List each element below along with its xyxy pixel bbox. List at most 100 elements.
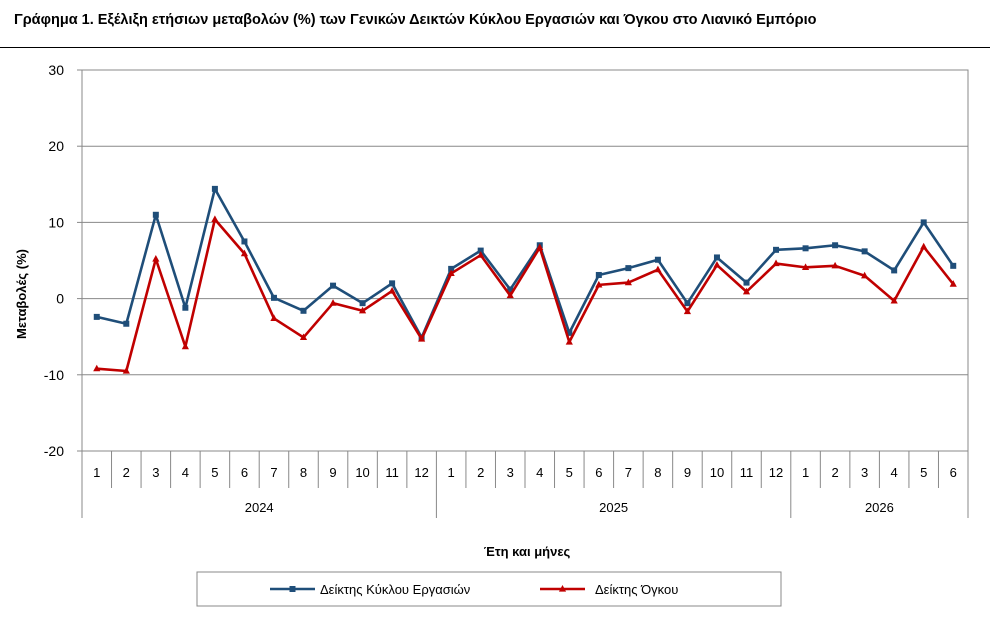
data-point	[329, 299, 337, 306]
data-point	[949, 280, 957, 287]
data-point	[182, 304, 189, 311]
data-point	[270, 294, 277, 301]
year-group-label: 2024	[245, 500, 274, 515]
x-tick-label: 1	[802, 465, 809, 480]
data-point	[122, 366, 130, 374]
legend-label: Δείκτης Όγκου	[595, 582, 678, 597]
data-point	[742, 287, 751, 295]
data-point	[477, 251, 485, 258]
data-point	[211, 185, 218, 192]
legend-entry-2: Δείκτης Όγκου	[540, 582, 678, 597]
data-point	[447, 269, 455, 277]
x-tick-label: 12	[414, 465, 428, 480]
legend: Δείκτης Κύκλου Εργασιών Δείκτης Όγκου	[196, 571, 782, 607]
y-tick-label: 20	[48, 138, 64, 154]
x-tick-label: 10	[355, 465, 369, 480]
data-point	[93, 364, 101, 372]
y-tick-label: -10	[44, 367, 64, 383]
y-axis-title: Μεταβολές (%)	[14, 249, 29, 339]
data-point	[240, 249, 249, 257]
x-tick-label: 3	[507, 465, 514, 480]
x-tick-label: 9	[684, 465, 691, 480]
series-line	[96, 218, 955, 373]
data-point	[773, 246, 780, 253]
data-point	[565, 338, 573, 345]
data-point	[93, 313, 100, 320]
data-point	[330, 282, 337, 289]
x-tick-label: 10	[710, 465, 724, 480]
y-tick-label: 30	[48, 62, 64, 78]
data-point	[890, 296, 898, 304]
data-point	[181, 342, 189, 350]
plot-area	[81, 69, 969, 452]
x-tick-label: 5	[566, 465, 573, 480]
data-point	[772, 259, 780, 267]
legend-marker	[289, 586, 296, 592]
x-tick-label: 8	[300, 465, 307, 480]
x-tick-label: 3	[152, 465, 159, 480]
data-point	[536, 243, 544, 251]
data-point	[299, 333, 308, 341]
data-point	[359, 300, 366, 307]
x-tick-label: 5	[211, 465, 218, 480]
data-point	[684, 300, 691, 307]
series-1	[93, 185, 957, 341]
title-divider	[0, 47, 990, 48]
data-point	[624, 278, 632, 286]
data-point	[654, 256, 661, 263]
data-point	[832, 242, 839, 249]
x-tick-label: 6	[595, 465, 602, 480]
y-tick-label: 0	[56, 291, 64, 307]
legend-label: Δείκτης Κύκλου Εργασιών	[320, 582, 470, 597]
data-point	[270, 314, 278, 322]
data-point	[861, 248, 868, 255]
data-point	[566, 329, 573, 336]
x-axis-title: Έτη και μήνες	[484, 544, 571, 559]
year-group-label: 2025	[599, 500, 628, 515]
y-tick-label: -20	[44, 443, 64, 459]
data-point	[506, 291, 514, 299]
year-group-label: 2026	[865, 500, 894, 515]
x-tick-label: 3	[861, 465, 868, 480]
data-point	[152, 254, 160, 262]
data-point	[713, 254, 720, 261]
data-point	[388, 286, 396, 294]
x-tick-label: 9	[329, 465, 336, 480]
data-point	[950, 262, 957, 269]
x-tick-label: 8	[654, 465, 661, 480]
data-point	[123, 320, 130, 327]
x-tick-label: 1	[93, 465, 100, 480]
data-point	[507, 286, 514, 293]
x-tick-label: 7	[270, 465, 277, 480]
data-point	[920, 242, 928, 250]
legend-marker	[558, 585, 567, 592]
x-tick-label: 4	[536, 465, 543, 480]
data-point	[152, 211, 159, 218]
x-tick-label: 2	[123, 465, 130, 480]
data-point	[418, 334, 426, 342]
data-point	[300, 307, 307, 314]
chart-title: Γράφημα 1. Εξέλιξη ετήσιων μεταβολών (%)…	[14, 12, 817, 28]
data-point	[654, 265, 662, 273]
x-tick-label: 12	[769, 465, 783, 480]
data-point	[861, 271, 869, 279]
x-tick-label: 11	[385, 465, 399, 480]
x-tick-label: 2	[477, 465, 484, 480]
data-point	[802, 245, 809, 252]
x-tick-label: 5	[920, 465, 927, 480]
x-tick-label: 11	[740, 465, 754, 480]
series-line	[96, 187, 955, 339]
data-point	[211, 215, 219, 222]
legend-entry-1: Δείκτης Κύκλου Εργασιών	[270, 582, 470, 597]
data-point	[595, 271, 602, 278]
data-point	[477, 247, 484, 254]
x-tick-label: 6	[950, 465, 957, 480]
data-point	[920, 219, 927, 226]
x-tick-label: 4	[891, 465, 898, 480]
x-tick-label: 6	[241, 465, 248, 480]
x-tick-label: 7	[625, 465, 632, 480]
data-point	[241, 238, 248, 245]
series-2	[93, 215, 957, 374]
data-point	[743, 279, 750, 286]
